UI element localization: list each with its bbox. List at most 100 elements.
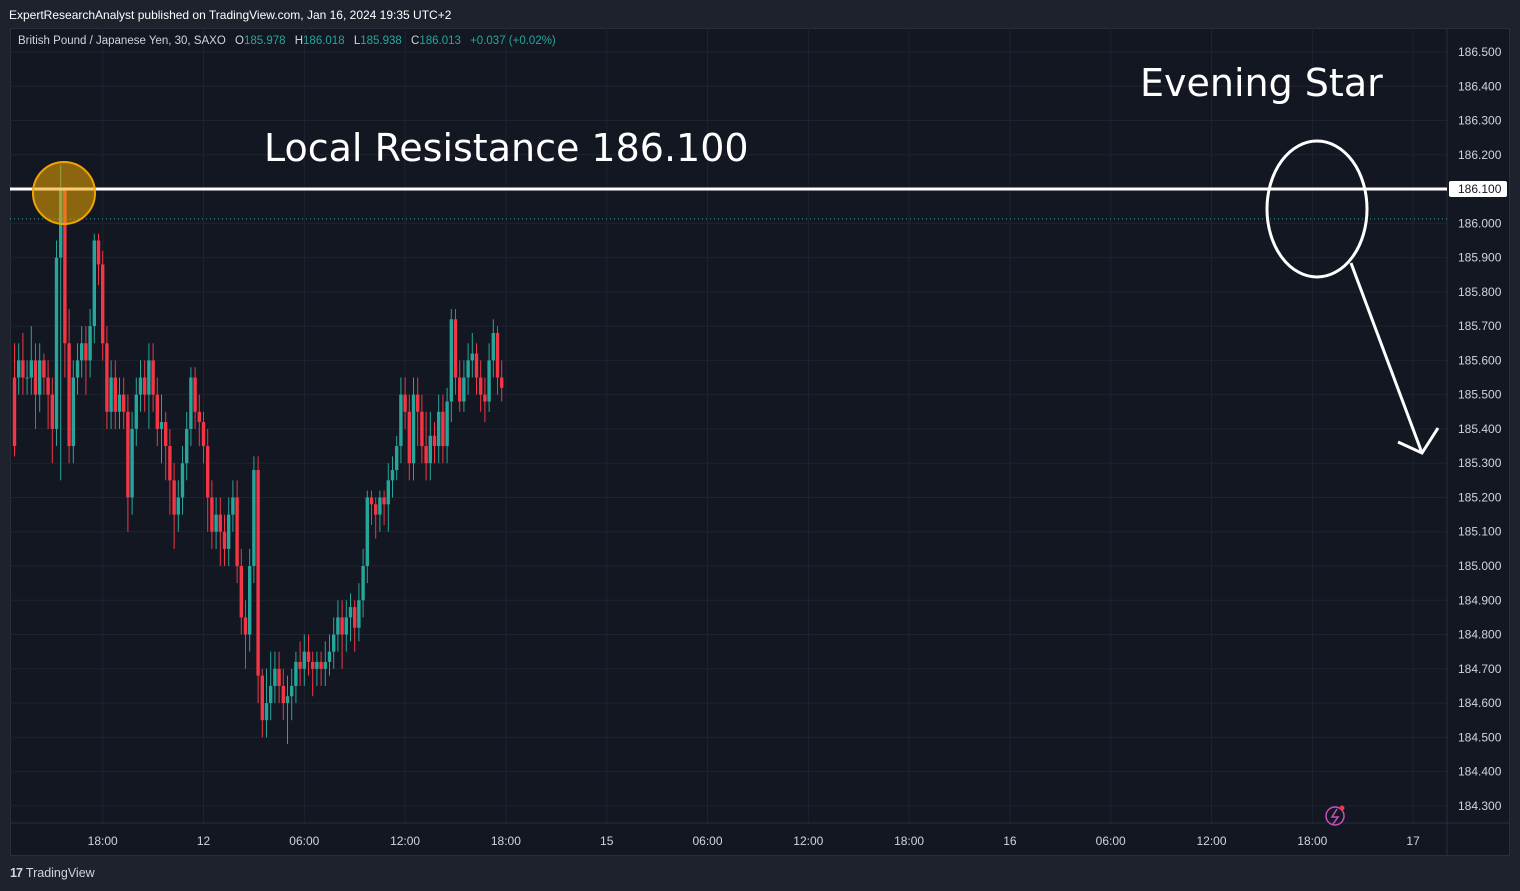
candle-body[interactable] (63, 189, 67, 344)
candle-body[interactable] (17, 360, 21, 378)
candle-body[interactable] (126, 411, 130, 498)
candle-body[interactable] (29, 360, 33, 378)
candle-body[interactable] (323, 661, 327, 669)
candle-body[interactable] (428, 435, 432, 464)
candle-body[interactable] (386, 480, 390, 505)
candle-body[interactable] (134, 394, 138, 429)
candle-body[interactable] (453, 319, 458, 378)
candle-body[interactable] (437, 411, 441, 447)
candle-body[interactable] (399, 394, 403, 447)
candle-body[interactable] (42, 360, 46, 378)
candle-body[interactable] (432, 435, 437, 447)
candle-body[interactable] (474, 353, 479, 378)
candle-body[interactable] (315, 661, 319, 669)
candle-body[interactable] (424, 446, 428, 464)
candle-body[interactable] (420, 411, 424, 447)
candle-body[interactable] (189, 377, 193, 429)
candle-body[interactable] (113, 377, 117, 412)
candle-body[interactable] (218, 514, 222, 532)
candle-body[interactable] (340, 617, 344, 635)
candle-body[interactable] (101, 264, 105, 344)
candle-body[interactable] (336, 617, 340, 635)
candle-body[interactable] (80, 343, 84, 361)
candle-body[interactable] (214, 514, 218, 532)
candle-body[interactable] (50, 394, 54, 429)
candle-body[interactable] (407, 411, 411, 464)
candle-body[interactable] (235, 497, 239, 566)
candle-body[interactable] (168, 446, 172, 481)
candle-body[interactable] (147, 360, 151, 395)
candle-body[interactable] (117, 394, 122, 412)
candle-body[interactable] (185, 428, 189, 464)
candle-body[interactable] (378, 497, 382, 515)
candle-body[interactable] (92, 240, 96, 327)
candle-body[interactable] (416, 394, 420, 412)
candle-body[interactable] (411, 394, 416, 464)
candle-body[interactable] (67, 343, 71, 447)
candle-body[interactable] (193, 377, 197, 412)
candle-body[interactable] (197, 411, 201, 423)
candle-body[interactable] (290, 685, 294, 697)
candle-body[interactable] (172, 480, 176, 515)
candle-body[interactable] (176, 497, 180, 515)
candle-body[interactable] (260, 675, 264, 721)
candle-body[interactable] (348, 607, 353, 618)
candle-body[interactable] (353, 607, 357, 628)
candle-body[interactable] (344, 617, 348, 635)
candle-body[interactable] (470, 353, 474, 361)
candle-body[interactable] (54, 257, 59, 429)
candle-body[interactable] (21, 360, 25, 378)
candlestick-chart[interactable]: 186.500 186.400 186.300 186.200 186.100 186.0… (10, 28, 1510, 856)
candle-body[interactable] (84, 343, 88, 361)
candle-body[interactable] (252, 470, 256, 566)
candle-body[interactable] (256, 470, 260, 676)
candle-body[interactable] (441, 411, 445, 447)
candle-body[interactable] (382, 497, 386, 505)
candle-body[interactable] (500, 377, 504, 388)
candle-body[interactable] (25, 377, 29, 379)
lightning-icon[interactable] (1325, 806, 1345, 826)
candle-body[interactable] (479, 377, 483, 395)
candle-body[interactable] (395, 446, 399, 471)
candle-body[interactable] (130, 428, 134, 498)
candle-body[interactable] (96, 240, 101, 265)
candle-body[interactable] (294, 661, 298, 686)
candle-body[interactable] (122, 394, 126, 412)
candle-body[interactable] (180, 463, 185, 498)
candle-body[interactable] (46, 377, 50, 395)
candle-body[interactable] (143, 377, 147, 395)
candle-body[interactable] (361, 565, 365, 601)
candle-body[interactable] (390, 470, 395, 481)
candle-body[interactable] (462, 377, 466, 402)
candle-body[interactable] (332, 634, 336, 652)
candle-body[interactable] (155, 394, 159, 429)
candle-body[interactable] (248, 565, 252, 635)
candle-body[interactable] (273, 668, 277, 686)
candle-body[interactable] (269, 685, 273, 704)
candle-body[interactable] (227, 514, 231, 549)
candle-body[interactable] (164, 422, 168, 447)
candle-body[interactable] (75, 360, 80, 378)
candle-body[interactable] (495, 332, 500, 378)
candle-body[interactable] (449, 319, 453, 402)
candle-body[interactable] (311, 661, 315, 669)
candle-body[interactable] (483, 394, 487, 402)
candle-body[interactable] (369, 497, 374, 505)
tradingview-logo[interactable]: 17 TradingView (10, 866, 95, 880)
candle-body[interactable] (222, 531, 227, 549)
candle-body[interactable] (231, 497, 235, 515)
candle-body[interactable] (374, 504, 378, 515)
candle-body[interactable] (88, 326, 92, 361)
candle-body[interactable] (277, 668, 281, 686)
candle-body[interactable] (159, 422, 164, 429)
candle-body[interactable] (281, 685, 285, 704)
candle-body[interactable] (151, 360, 155, 395)
candle-body[interactable] (445, 401, 449, 447)
candle-body[interactable] (109, 377, 113, 412)
candle-body[interactable] (285, 696, 290, 704)
candle-body[interactable] (105, 343, 109, 412)
candle-body[interactable] (403, 394, 407, 412)
candle-body[interactable] (12, 377, 17, 447)
candle-body[interactable] (357, 600, 361, 628)
candle-body[interactable] (206, 446, 210, 498)
